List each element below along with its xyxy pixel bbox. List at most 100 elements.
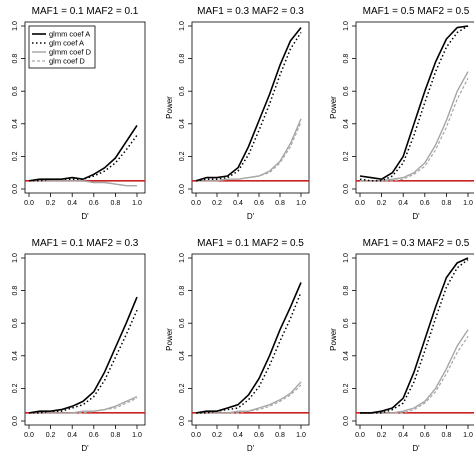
x-tick-label: 0.4 <box>67 432 77 439</box>
x-tick-label: 0.8 <box>442 432 452 439</box>
series-line-glm-coef-D <box>29 180 137 187</box>
x-tick-label: 0.0 <box>191 432 201 439</box>
y-tick-label: 1.0 <box>12 21 19 31</box>
series-line-glmm-coef-D <box>196 381 302 414</box>
x-axis-label: D' <box>412 444 420 453</box>
y-tick-label: 0.8 <box>343 54 350 64</box>
y-tick-label: 1.0 <box>343 21 350 31</box>
legend-entry: glmm coef A <box>49 30 90 39</box>
series-line-glmm-coef-A <box>359 25 469 180</box>
x-tick-label: 0.4 <box>398 432 408 439</box>
x-tick-label: 0.8 <box>275 200 285 207</box>
y-tick-label: 1.0 <box>343 253 350 263</box>
y-tick-label: 0.2 <box>179 151 186 161</box>
x-tick-label: 1.0 <box>296 200 306 207</box>
series-line-glm-coef-A <box>360 259 469 414</box>
series-line-glm-coef-A <box>29 134 138 182</box>
panel-title: MAF1 = 0.3 MAF2 = 0.3 <box>197 6 304 17</box>
x-tick-label: 0.6 <box>89 432 99 439</box>
x-tick-label: 0.4 <box>233 200 243 207</box>
panel-title: MAF1 = 0.1 MAF2 = 0.3 <box>32 238 139 249</box>
series-line-glm-coef-D <box>196 121 302 182</box>
y-tick-label: 0.2 <box>343 383 350 393</box>
y-tick-label: 0.0 <box>179 184 186 194</box>
series-line-glm-coef-D <box>196 384 302 414</box>
x-axis-label: D' <box>81 444 89 453</box>
y-tick-label: 1.0 <box>179 253 186 263</box>
y-tick-label: 0.2 <box>12 151 19 161</box>
x-tick-label: 0.8 <box>442 200 452 207</box>
y-tick-label: 0.4 <box>179 119 186 129</box>
chart-panel-6: MAF1 = 0.3 MAF2 = 0.5 0.0 0.2 0.4 0.6 0.8 1.0 0… <box>329 238 474 453</box>
panel-title: MAF1 = 0.5 MAF2 = 0.5 <box>363 6 470 17</box>
y-tick-label: 0.6 <box>12 318 19 328</box>
x-tick-label: 0.0 <box>191 200 201 207</box>
panel-title: MAF1 = 0.3 MAF2 = 0.5 <box>363 238 470 249</box>
x-tick-label: 0.8 <box>111 432 121 439</box>
y-tick-label: 0.0 <box>343 416 350 426</box>
y-tick-label: 0.2 <box>179 383 186 393</box>
y-axis-label: Power <box>329 328 338 351</box>
x-tick-label: 0.0 <box>24 432 34 439</box>
y-tick-label: 0.0 <box>12 184 19 194</box>
y-tick-label: 0.8 <box>12 286 19 296</box>
y-tick-label: 0.6 <box>179 86 186 96</box>
x-tick-label: 1.0 <box>463 432 473 439</box>
chart-panel-4: MAF1 = 0.1 MAF2 = 0.3 0.0 0.2 0.4 0.6 0.8 1.0 0… <box>12 238 146 453</box>
x-tick-label: 0.8 <box>111 200 121 207</box>
plot-frame <box>191 253 310 426</box>
y-tick-label: 0.4 <box>12 119 19 129</box>
x-tick-label: 0.6 <box>89 200 99 207</box>
panel-title: MAF1 = 0.1 MAF2 = 0.5 <box>197 238 304 249</box>
series-line-glmm-coef-A <box>28 124 138 182</box>
x-tick-label: 0.0 <box>355 200 365 207</box>
y-tick-label: 1.0 <box>12 253 19 263</box>
y-tick-label: 0.4 <box>343 119 350 129</box>
y-tick-label: 0.4 <box>12 351 19 361</box>
plot-frame <box>191 21 310 194</box>
series-line-glm-coef-D <box>360 335 469 414</box>
x-tick-label: 0.2 <box>377 432 387 439</box>
plot-frame <box>355 253 474 426</box>
x-tick-label: 0.2 <box>212 200 222 207</box>
plot-frame <box>355 21 474 194</box>
chart-panel-1: MAF1 = 0.1 MAF2 = 0.1 0.0 0.2 0.4 0.6 0.8 1.0 0… <box>12 6 146 221</box>
y-tick-label: 0.0 <box>179 416 186 426</box>
x-tick-label: 0.4 <box>67 200 77 207</box>
x-tick-label: 0.0 <box>24 200 34 207</box>
y-tick-label: 0.4 <box>343 351 350 361</box>
x-tick-label: 1.0 <box>463 200 473 207</box>
y-axis-label: Power <box>329 96 338 119</box>
y-tick-label: 0.2 <box>12 383 19 393</box>
y-tick-label: 0.4 <box>179 351 186 361</box>
x-tick-label: 0.2 <box>46 200 56 207</box>
series-line-glm-coef-A <box>359 25 469 182</box>
x-tick-label: 0.4 <box>233 432 243 439</box>
x-tick-label: 0.6 <box>254 432 264 439</box>
series-line-glmm-coef-A <box>195 282 302 414</box>
y-tick-label: 0.8 <box>343 286 350 296</box>
x-tick-label: 0.2 <box>46 432 56 439</box>
y-tick-label: 0.8 <box>179 54 186 64</box>
x-axis-label: D' <box>412 212 420 221</box>
series-line-glm-coef-A <box>29 309 138 414</box>
legend-entry: glm coef A <box>49 39 84 48</box>
y-tick-label: 0.2 <box>343 151 350 161</box>
x-tick-label: 1.0 <box>132 432 142 439</box>
plot-frame <box>24 253 146 426</box>
panel-title: MAF1 = 0.1 MAF2 = 0.1 <box>32 6 139 17</box>
x-tick-label: 1.0 <box>132 200 142 207</box>
y-tick-label: 0.6 <box>12 86 19 96</box>
y-tick-label: 0.8 <box>179 286 186 296</box>
chart-panel-3: MAF1 = 0.5 MAF2 = 0.5 0.0 0.2 0.4 0.6 0.8 1.0 0… <box>329 6 474 221</box>
series-line-glmm-coef-A <box>28 296 138 414</box>
x-axis-label: D' <box>81 212 89 221</box>
y-tick-label: 0.0 <box>343 184 350 194</box>
x-tick-label: 0.2 <box>377 200 387 207</box>
x-tick-label: 0.4 <box>398 200 408 207</box>
x-tick-label: 0.0 <box>355 432 365 439</box>
series-line-glm-coef-D <box>29 397 138 414</box>
x-tick-label: 0.2 <box>212 432 222 439</box>
y-tick-label: 0.6 <box>343 318 350 328</box>
